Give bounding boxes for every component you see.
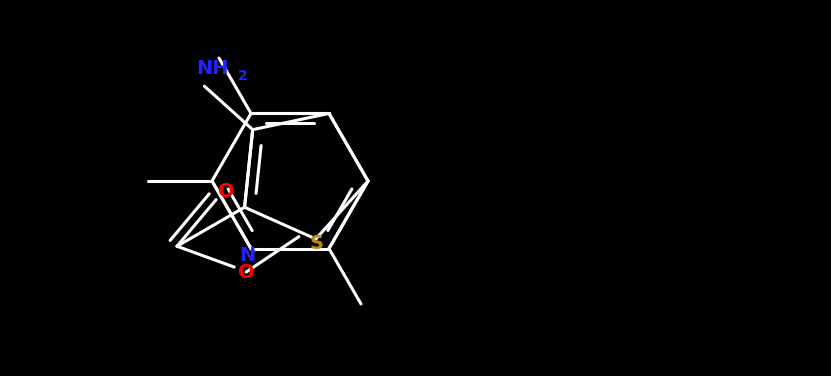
Text: NH: NH	[196, 59, 229, 78]
Text: O: O	[238, 262, 254, 282]
Text: O: O	[218, 182, 234, 201]
Text: 2: 2	[238, 69, 248, 83]
Text: S: S	[310, 234, 324, 253]
Text: N: N	[238, 246, 255, 265]
